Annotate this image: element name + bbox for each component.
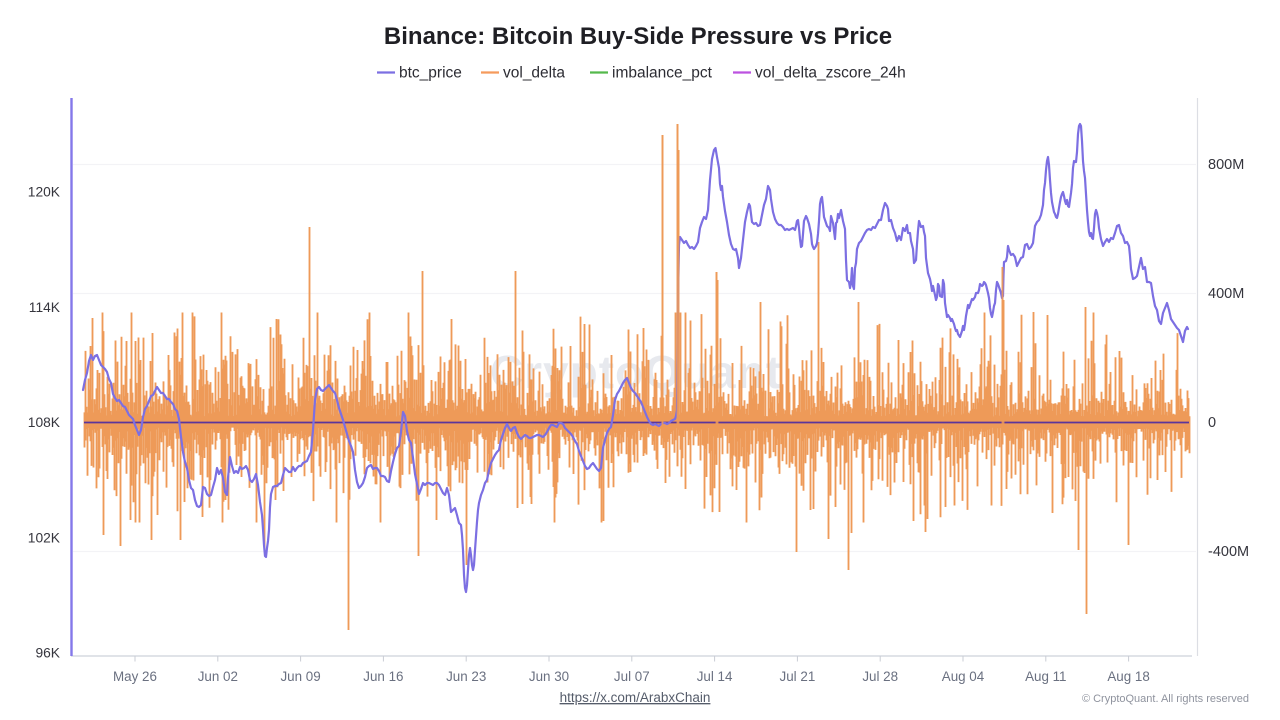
svg-text:Jun 02: Jun 02 <box>198 669 238 684</box>
svg-text:-400M: -400M <box>1208 544 1249 560</box>
svg-text:Jul 07: Jul 07 <box>614 669 650 684</box>
svg-text:Aug 04: Aug 04 <box>942 669 985 684</box>
svg-text:btc_price: btc_price <box>399 65 462 82</box>
svg-text:108K: 108K <box>28 415 61 430</box>
svg-text:Jun 09: Jun 09 <box>280 669 320 684</box>
svg-text:Jul 21: Jul 21 <box>780 669 816 684</box>
svg-text:120K: 120K <box>28 185 61 200</box>
svg-text:May 26: May 26 <box>113 669 157 684</box>
svg-text:Jun 23: Jun 23 <box>446 669 486 684</box>
svg-text:Aug 18: Aug 18 <box>1107 669 1149 684</box>
svg-text:114K: 114K <box>29 300 61 315</box>
svg-text:Jul 28: Jul 28 <box>862 669 898 684</box>
svg-text:102K: 102K <box>28 530 61 545</box>
svg-text:96K: 96K <box>35 646 60 661</box>
svg-text:Jun 16: Jun 16 <box>363 669 403 684</box>
svg-text:Aug 11: Aug 11 <box>1025 669 1066 684</box>
svg-text:© CryptoQuant. All rights rese: © CryptoQuant. All rights reserved <box>1082 693 1249 705</box>
svg-text:400M: 400M <box>1208 286 1244 302</box>
svg-text:Binance: Bitcoin Buy-Side Pres: Binance: Bitcoin Buy-Side Pressure vs Pr… <box>384 23 892 50</box>
svg-text:imbalance_pct: imbalance_pct <box>612 65 713 82</box>
svg-text:vol_delta: vol_delta <box>503 65 565 82</box>
svg-text:800M: 800M <box>1208 157 1244 173</box>
svg-text:vol_delta_zscore_24h: vol_delta_zscore_24h <box>755 65 906 82</box>
svg-text:https://x.com/ArabxChain: https://x.com/ArabxChain <box>560 690 711 705</box>
svg-text:Jul 14: Jul 14 <box>697 669 733 684</box>
svg-text:0: 0 <box>1208 415 1216 431</box>
svg-text:Jun 30: Jun 30 <box>529 669 569 684</box>
